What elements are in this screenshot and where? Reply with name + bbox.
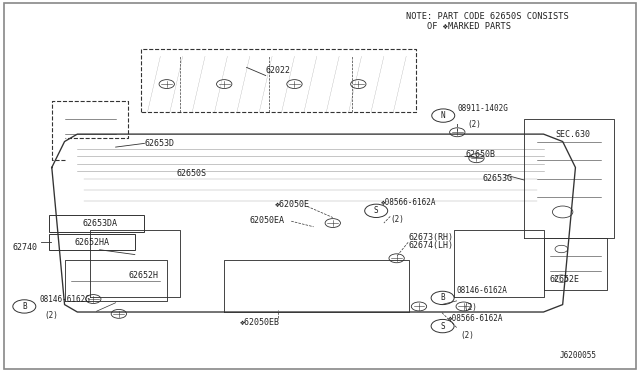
FancyBboxPatch shape (49, 234, 135, 250)
Text: 62650B: 62650B (466, 150, 495, 159)
Text: 62653D: 62653D (145, 139, 174, 148)
Text: (2): (2) (464, 303, 477, 312)
Text: 08911-1402G: 08911-1402G (458, 104, 508, 113)
Text: 62652E: 62652E (550, 275, 580, 284)
Text: ❖08566-6162A: ❖08566-6162A (448, 314, 503, 323)
Text: 08146-6162G: 08146-6162G (39, 295, 90, 304)
Text: 62650S: 62650S (176, 169, 206, 177)
Text: S: S (440, 321, 445, 331)
Text: J6200055: J6200055 (559, 351, 596, 360)
Text: (2): (2) (44, 311, 58, 320)
Text: SEC.630: SEC.630 (555, 129, 590, 139)
Text: 08146-6162A: 08146-6162A (457, 286, 508, 295)
Text: 62652H: 62652H (129, 271, 159, 280)
Text: (2): (2) (390, 215, 404, 224)
Text: 62050EA: 62050EA (250, 216, 285, 225)
Text: NOTE: PART CODE 62650S CONSISTS
    OF ❖MARKED PARTS: NOTE: PART CODE 62650S CONSISTS OF ❖MARK… (406, 12, 569, 31)
Text: N: N (441, 111, 445, 120)
Text: ❖08566-6162A: ❖08566-6162A (381, 198, 437, 207)
Text: 62022: 62022 (266, 66, 291, 75)
Text: 62652HA: 62652HA (74, 238, 109, 247)
Text: 62653DA: 62653DA (82, 219, 117, 228)
Text: 62674(LH): 62674(LH) (408, 241, 453, 250)
Text: ❖62050E: ❖62050E (275, 200, 310, 209)
Text: B: B (22, 302, 27, 311)
Text: B: B (440, 294, 445, 302)
Text: 62653G: 62653G (483, 174, 513, 183)
FancyBboxPatch shape (49, 215, 145, 232)
Text: 62673(RH): 62673(RH) (408, 233, 453, 243)
Text: ❖62050EB: ❖62050EB (240, 318, 280, 327)
Text: 62740: 62740 (12, 243, 37, 251)
Text: S: S (374, 206, 378, 215)
Text: (2): (2) (467, 120, 481, 129)
Text: (2): (2) (461, 331, 474, 340)
